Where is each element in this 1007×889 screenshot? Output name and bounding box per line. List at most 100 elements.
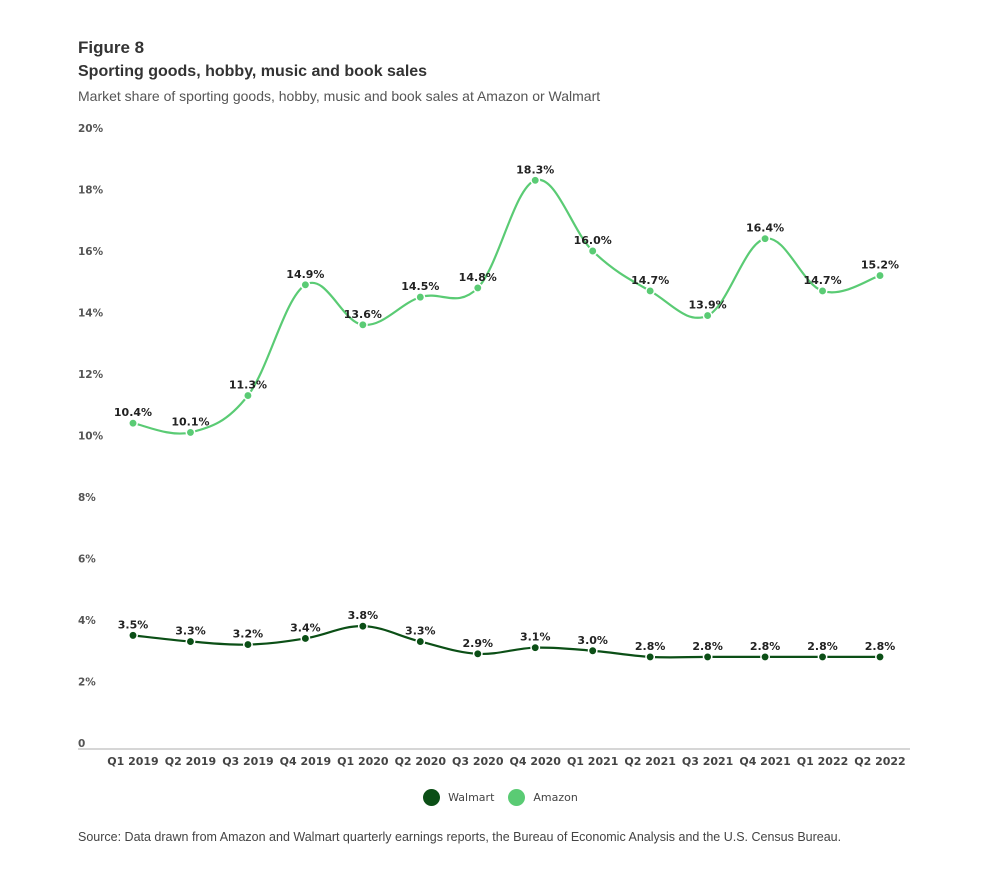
- series-points: [128, 175, 885, 662]
- amazon-point[interactable]: [760, 233, 771, 244]
- y-tick-label: 18%: [78, 185, 104, 197]
- amazon-data-label: 10.4%: [114, 406, 152, 419]
- y-tick-label: 16%: [78, 246, 104, 258]
- walmart-data-label: 2.8%: [865, 640, 896, 653]
- amazon-data-label: 14.9%: [286, 268, 324, 281]
- walmart-point[interactable]: [472, 648, 483, 659]
- walmart-data-label: 2.8%: [692, 640, 723, 653]
- amazon-data-label: 11.3%: [229, 379, 267, 392]
- amazon-point[interactable]: [875, 270, 885, 281]
- amazon-point[interactable]: [128, 418, 138, 429]
- walmart-point[interactable]: [530, 642, 541, 653]
- walmart-data-label: 2.8%: [807, 640, 838, 653]
- amazon-data-label: 14.7%: [803, 274, 841, 287]
- y-tick-label: 8%: [78, 492, 96, 504]
- x-axis: Q1 2019 Q2 2019 Q3 2019 Q4 2019 Q1 2020 Q2 20…: [107, 755, 905, 768]
- x-tick-label: Q3 2020: [452, 755, 504, 768]
- walmart-point[interactable]: [357, 621, 368, 632]
- x-tick-label: Q1 2021: [567, 755, 618, 768]
- amazon-data-label: 18.3%: [516, 163, 554, 176]
- chart-subtitle: Market share of sporting goods, hobby, m…: [78, 88, 601, 104]
- y-axis: 0 2% 4% 6% 8% 10% 12% 14% 16% 18% 20%: [78, 123, 104, 750]
- legend-label-amazon: Amazon: [533, 791, 578, 804]
- walmart-point[interactable]: [760, 651, 771, 662]
- legend-swatch-amazon: [508, 789, 526, 806]
- amazon-data-label: 14.5%: [401, 280, 439, 293]
- amazon-point[interactable]: [530, 175, 541, 186]
- amazon-point[interactable]: [702, 310, 713, 321]
- walmart-point[interactable]: [587, 645, 598, 656]
- x-tick-label: Q2 2021: [624, 755, 675, 768]
- y-tick-label: 0: [78, 738, 85, 750]
- walmart-line: [132, 625, 880, 659]
- walmart-data-label: 3.8%: [348, 609, 379, 622]
- amazon-point[interactable]: [645, 286, 656, 296]
- legend: Walmart Amazon: [0, 789, 1007, 806]
- data-labels: 3.5% 3.3% 3.2% 3.4% 3.8% 3.3% 2.9% 3.1% 3.0% 2.8%…: [114, 163, 899, 653]
- amazon-data-label: 13.6%: [344, 308, 382, 321]
- x-tick-label: Q1 2019: [107, 755, 158, 768]
- amazon-point[interactable]: [415, 292, 426, 303]
- x-tick-label: Q2 2022: [854, 755, 905, 768]
- y-tick-label: 14%: [78, 308, 104, 320]
- amazon-data-label: 15.2%: [861, 259, 899, 272]
- walmart-point[interactable]: [128, 630, 138, 641]
- amazon-line: [132, 178, 881, 435]
- legend-label-walmart: Walmart: [448, 791, 495, 804]
- amazon-point[interactable]: [185, 427, 196, 438]
- series-lines: [132, 178, 881, 659]
- walmart-point[interactable]: [817, 651, 828, 662]
- y-tick-label: 20%: [78, 123, 104, 135]
- figure-number: Figure 8: [78, 38, 145, 57]
- x-tick-label: Q1 2020: [337, 755, 389, 768]
- y-tick-label: 4%: [78, 615, 96, 627]
- amazon-data-label: 10.1%: [171, 415, 209, 428]
- amazon-data-label: 13.9%: [689, 299, 727, 312]
- amazon-point[interactable]: [587, 246, 598, 256]
- walmart-data-label: 2.9%: [463, 637, 494, 650]
- source-note: Source: Data drawn from Amazon and Walma…: [78, 830, 842, 844]
- walmart-data-label: 3.5%: [118, 618, 149, 631]
- amazon-point[interactable]: [472, 282, 483, 293]
- walmart-point[interactable]: [300, 633, 311, 644]
- walmart-data-label: 3.3%: [175, 625, 206, 638]
- walmart-data-label: 3.2%: [233, 628, 264, 641]
- amazon-data-label: 14.7%: [631, 274, 669, 287]
- amazon-point[interactable]: [242, 390, 253, 401]
- amazon-data-label: 16.4%: [746, 222, 784, 235]
- x-tick-label: Q4 2019: [280, 755, 331, 768]
- x-tick-label: Q2 2019: [165, 755, 216, 768]
- x-tick-label: Q3 2019: [222, 755, 273, 768]
- amazon-point[interactable]: [817, 286, 828, 296]
- x-tick-label: Q3 2021: [682, 755, 733, 768]
- walmart-point[interactable]: [415, 636, 426, 647]
- walmart-point[interactable]: [185, 636, 196, 647]
- walmart-data-label: 3.0%: [577, 634, 608, 647]
- amazon-point[interactable]: [300, 279, 311, 290]
- x-tick-label: Q2 2020: [395, 755, 447, 768]
- legend-item-amazon[interactable]: Amazon: [508, 789, 578, 806]
- walmart-point[interactable]: [242, 639, 253, 650]
- walmart-data-label: 3.1%: [520, 631, 551, 644]
- y-tick-label: 10%: [78, 431, 104, 443]
- amazon-data-label: 16.0%: [574, 234, 612, 247]
- chart-title: Sporting goods, hobby, music and book sa…: [78, 63, 428, 80]
- walmart-point[interactable]: [645, 651, 656, 662]
- walmart-point[interactable]: [875, 651, 885, 662]
- walmart-data-label: 3.3%: [405, 625, 436, 638]
- x-tick-label: Q4 2021: [739, 755, 790, 768]
- legend-item-walmart[interactable]: Walmart: [423, 789, 494, 806]
- x-tick-label: Q1 2022: [797, 755, 848, 768]
- amazon-point[interactable]: [357, 319, 368, 330]
- walmart-point[interactable]: [702, 651, 713, 662]
- amazon-data-label: 14.8%: [459, 271, 497, 284]
- walmart-data-label: 3.4%: [290, 621, 321, 634]
- legend-swatch-walmart: [423, 789, 441, 806]
- walmart-data-label: 2.8%: [750, 640, 781, 653]
- x-tick-label: Q4 2020: [510, 755, 562, 768]
- y-tick-label: 2%: [78, 677, 96, 689]
- walmart-data-label: 2.8%: [635, 640, 666, 653]
- y-tick-label: 6%: [78, 554, 96, 566]
- y-tick-label: 12%: [78, 369, 104, 381]
